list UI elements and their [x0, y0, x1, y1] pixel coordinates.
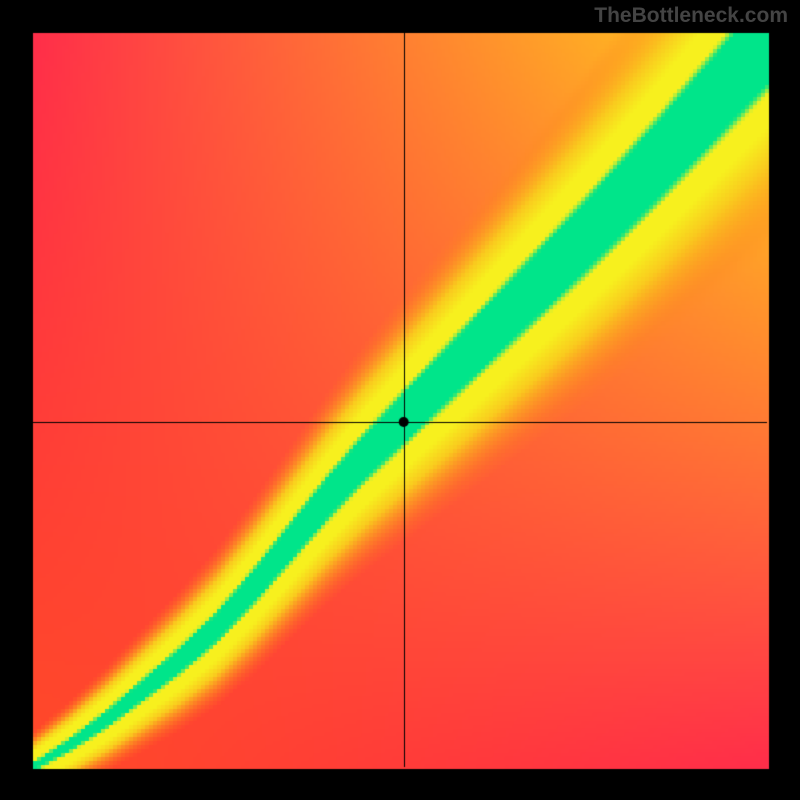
chart-container: TheBottleneck.com: [0, 0, 800, 800]
watermark-text: TheBottleneck.com: [594, 4, 788, 28]
heatmap-canvas: [0, 0, 800, 800]
